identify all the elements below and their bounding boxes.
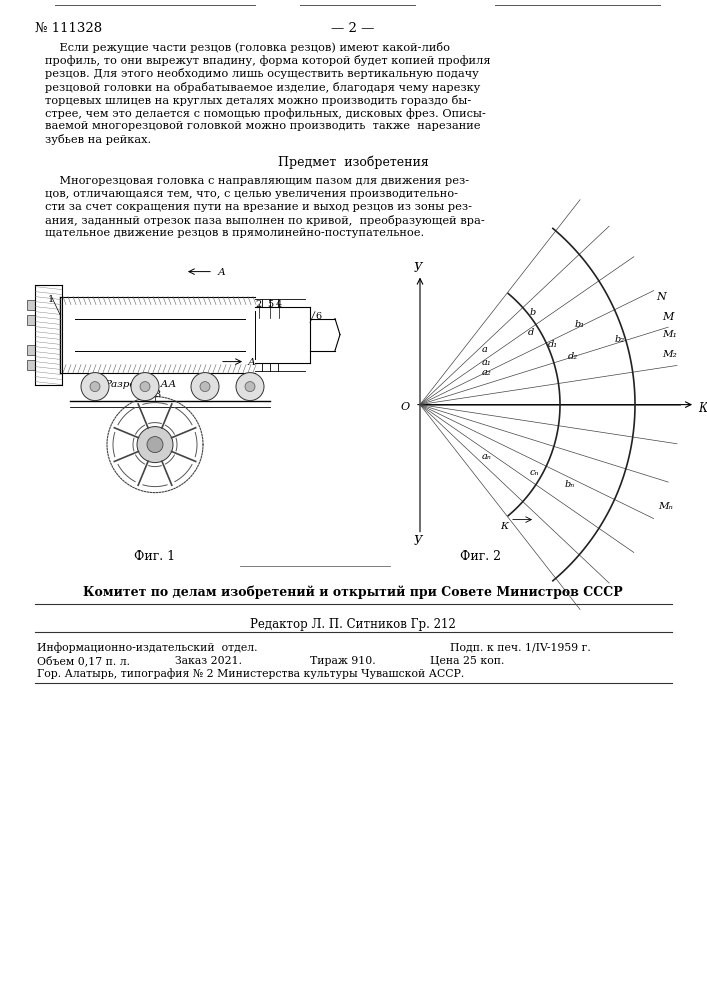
Text: — 2 —: — 2 —	[332, 22, 375, 35]
Circle shape	[147, 437, 163, 453]
Text: b₁: b₁	[575, 320, 585, 329]
Text: a: a	[482, 345, 488, 354]
Text: d₁: d₁	[548, 340, 558, 349]
Text: цов, отличающаяся тем, что, с целью увеличения производительно-: цов, отличающаяся тем, что, с целью увел…	[45, 189, 458, 199]
Text: стрее, чем это делается с помощью профильных, дисковых фрез. Описы-: стрее, чем это делается с помощью профил…	[45, 108, 486, 119]
Text: О: О	[401, 402, 410, 412]
Circle shape	[191, 373, 219, 401]
Text: M₁: M₁	[662, 330, 677, 339]
Circle shape	[137, 427, 173, 463]
Text: 6: 6	[315, 312, 321, 321]
Text: Предмет  изобретения: Предмет изобретения	[278, 156, 428, 169]
Text: профиль, то они вырежут впадину, форма которой будет копией профиля: профиль, то они вырежут впадину, форма к…	[45, 55, 491, 66]
Text: a₂: a₂	[482, 368, 492, 377]
Text: Mₙ: Mₙ	[658, 502, 673, 511]
Text: Если режущие части резцов (головка резцов) имеют какой-либо: Если режущие части резцов (головка резцо…	[45, 42, 450, 53]
Text: Гор. Алатырь, типография № 2 Министерства культуры Чувашской АССР.: Гор. Алатырь, типография № 2 Министерств…	[37, 669, 464, 679]
Bar	[27, 300, 35, 310]
Text: Многорезцовая головка с направляющим пазом для движения рез-: Многорезцовая головка с направляющим паз…	[45, 176, 469, 186]
Text: b₂: b₂	[615, 335, 625, 344]
Text: N: N	[656, 292, 666, 302]
Bar	[27, 360, 35, 370]
Text: ваемой многорезцовой головкой можно производить  также  нарезание: ваемой многорезцовой головкой можно прои…	[45, 121, 481, 131]
Text: Фиг. 1: Фиг. 1	[134, 550, 175, 563]
Text: Разрез по АА: Разрез по АА	[104, 380, 176, 389]
Text: У: У	[414, 262, 422, 275]
Circle shape	[140, 382, 150, 392]
Text: А: А	[218, 268, 226, 277]
Text: Объем 0,17 п. л.: Объем 0,17 п. л.	[37, 656, 130, 666]
Text: 5: 5	[267, 300, 273, 309]
Text: сти за счет сокращения пути на врезание и выход резцов из зоны рез-: сти за счет сокращения пути на врезание …	[45, 202, 472, 212]
Text: щательное движение резцов в прямолинейно-поступательное.: щательное движение резцов в прямолинейно…	[45, 228, 424, 238]
Text: Информационно-издательский  отдел.: Информационно-издательский отдел.	[37, 643, 257, 653]
Circle shape	[90, 382, 100, 392]
Text: торцевых шлицев на круглых деталях можно производить гораздо бы-: торцевых шлицев на круглых деталях можно…	[45, 95, 472, 106]
Text: Тираж 910.: Тираж 910.	[310, 656, 375, 666]
Bar	[27, 345, 35, 355]
Text: cₙ: cₙ	[530, 468, 539, 477]
Text: К: К	[698, 402, 707, 415]
Text: ания, заданный отрезок паза выполнен по кривой,  преобразующей вра-: ания, заданный отрезок паза выполнен по …	[45, 215, 485, 226]
Text: d₂: d₂	[568, 352, 578, 361]
Text: резцовой головки на обрабатываемое изделие, благодаря чему нарезку: резцовой головки на обрабатываемое издел…	[45, 82, 480, 93]
Circle shape	[236, 373, 264, 401]
Text: Фиг. 2: Фиг. 2	[460, 550, 501, 563]
Text: Редактор Л. П. Ситников Гр. 212: Редактор Л. П. Ситников Гр. 212	[250, 618, 456, 631]
Text: У: У	[414, 535, 422, 548]
Text: M: M	[662, 312, 673, 322]
Text: M₂: M₂	[662, 350, 677, 359]
Text: bₙ: bₙ	[565, 480, 575, 489]
Text: К: К	[500, 522, 508, 531]
Text: Цена 25 коп.: Цена 25 коп.	[430, 656, 504, 666]
Text: 4: 4	[276, 300, 282, 309]
Circle shape	[200, 382, 210, 392]
Circle shape	[245, 382, 255, 392]
Text: № 111328: № 111328	[35, 22, 102, 35]
Text: aₙ: aₙ	[482, 452, 492, 461]
Text: a₁: a₁	[482, 358, 492, 367]
Text: d: d	[528, 328, 534, 337]
Circle shape	[131, 373, 159, 401]
Text: зубьев на рейках.: зубьев на рейках.	[45, 134, 151, 145]
Text: 3: 3	[154, 390, 160, 399]
Text: Комитет по делам изобретений и открытий при Совете Министров СССР: Комитет по делам изобретений и открытий …	[83, 586, 623, 599]
Circle shape	[81, 373, 109, 401]
Text: 1: 1	[48, 295, 54, 304]
Bar	[27, 315, 35, 325]
Text: b: b	[530, 308, 536, 317]
Text: А: А	[248, 358, 256, 367]
Text: Подп. к печ. 1/IV-1959 г.: Подп. к печ. 1/IV-1959 г.	[450, 643, 591, 653]
Text: Заказ 2021.: Заказ 2021.	[175, 656, 242, 666]
Text: 2: 2	[256, 300, 262, 309]
Text: резцов. Для этого необходимо лишь осуществить вертикальную подачу: резцов. Для этого необходимо лишь осущес…	[45, 68, 479, 79]
